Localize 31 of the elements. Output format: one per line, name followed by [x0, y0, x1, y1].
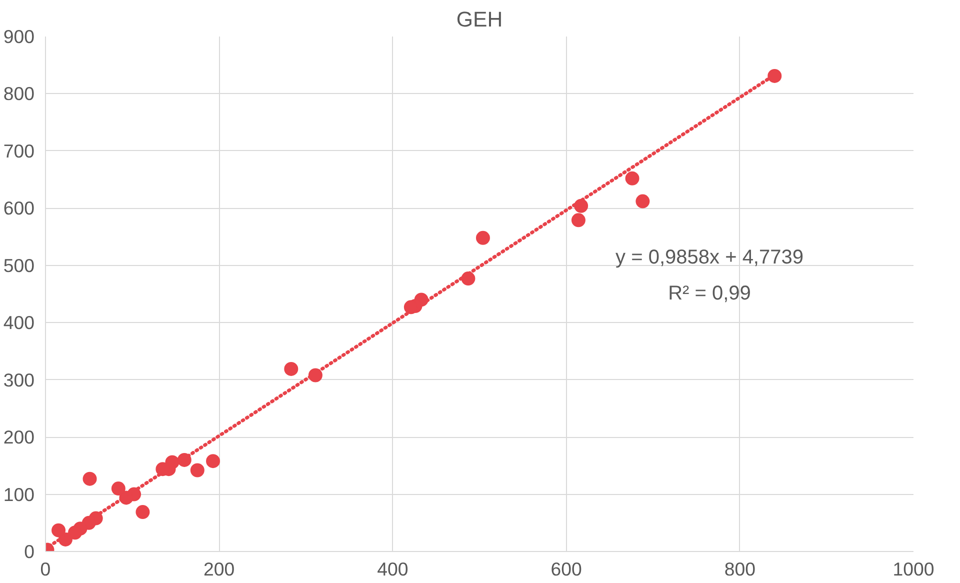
x-tick-label: 200 [204, 558, 235, 580]
annotation: R² = 0,99 [668, 282, 751, 304]
y-tick-label: 900 [3, 26, 35, 47]
x-tick-label: 1000 [892, 558, 934, 580]
point [82, 472, 97, 486]
x-tick-label: 800 [724, 558, 756, 580]
y-tick-label: 100 [3, 484, 35, 505]
point [636, 194, 650, 208]
y-tick-label: 800 [3, 83, 35, 104]
point [284, 362, 298, 376]
x-tick-label: 400 [377, 558, 408, 580]
y-tick-label: 300 [3, 369, 35, 390]
y-tick-label: 200 [3, 426, 35, 448]
y-tick-label: 0 [24, 541, 35, 562]
y-tick-label: 400 [3, 312, 35, 334]
chart-title: GEH [456, 8, 503, 32]
point [52, 523, 66, 538]
point [476, 230, 490, 245]
point [625, 171, 640, 186]
annotation: y = 0,9858x + 4,7739 [616, 246, 804, 268]
point [190, 463, 204, 478]
point [768, 68, 782, 83]
point [111, 482, 126, 496]
x-tick-label: 600 [550, 558, 582, 580]
point [571, 213, 586, 228]
x-tick-label: 0 [40, 558, 51, 580]
y-tick-label: 600 [3, 198, 35, 219]
y-tick-label: 500 [3, 254, 35, 276]
y-tick-label: 700 [3, 140, 35, 162]
point [206, 454, 220, 468]
point [136, 505, 150, 520]
